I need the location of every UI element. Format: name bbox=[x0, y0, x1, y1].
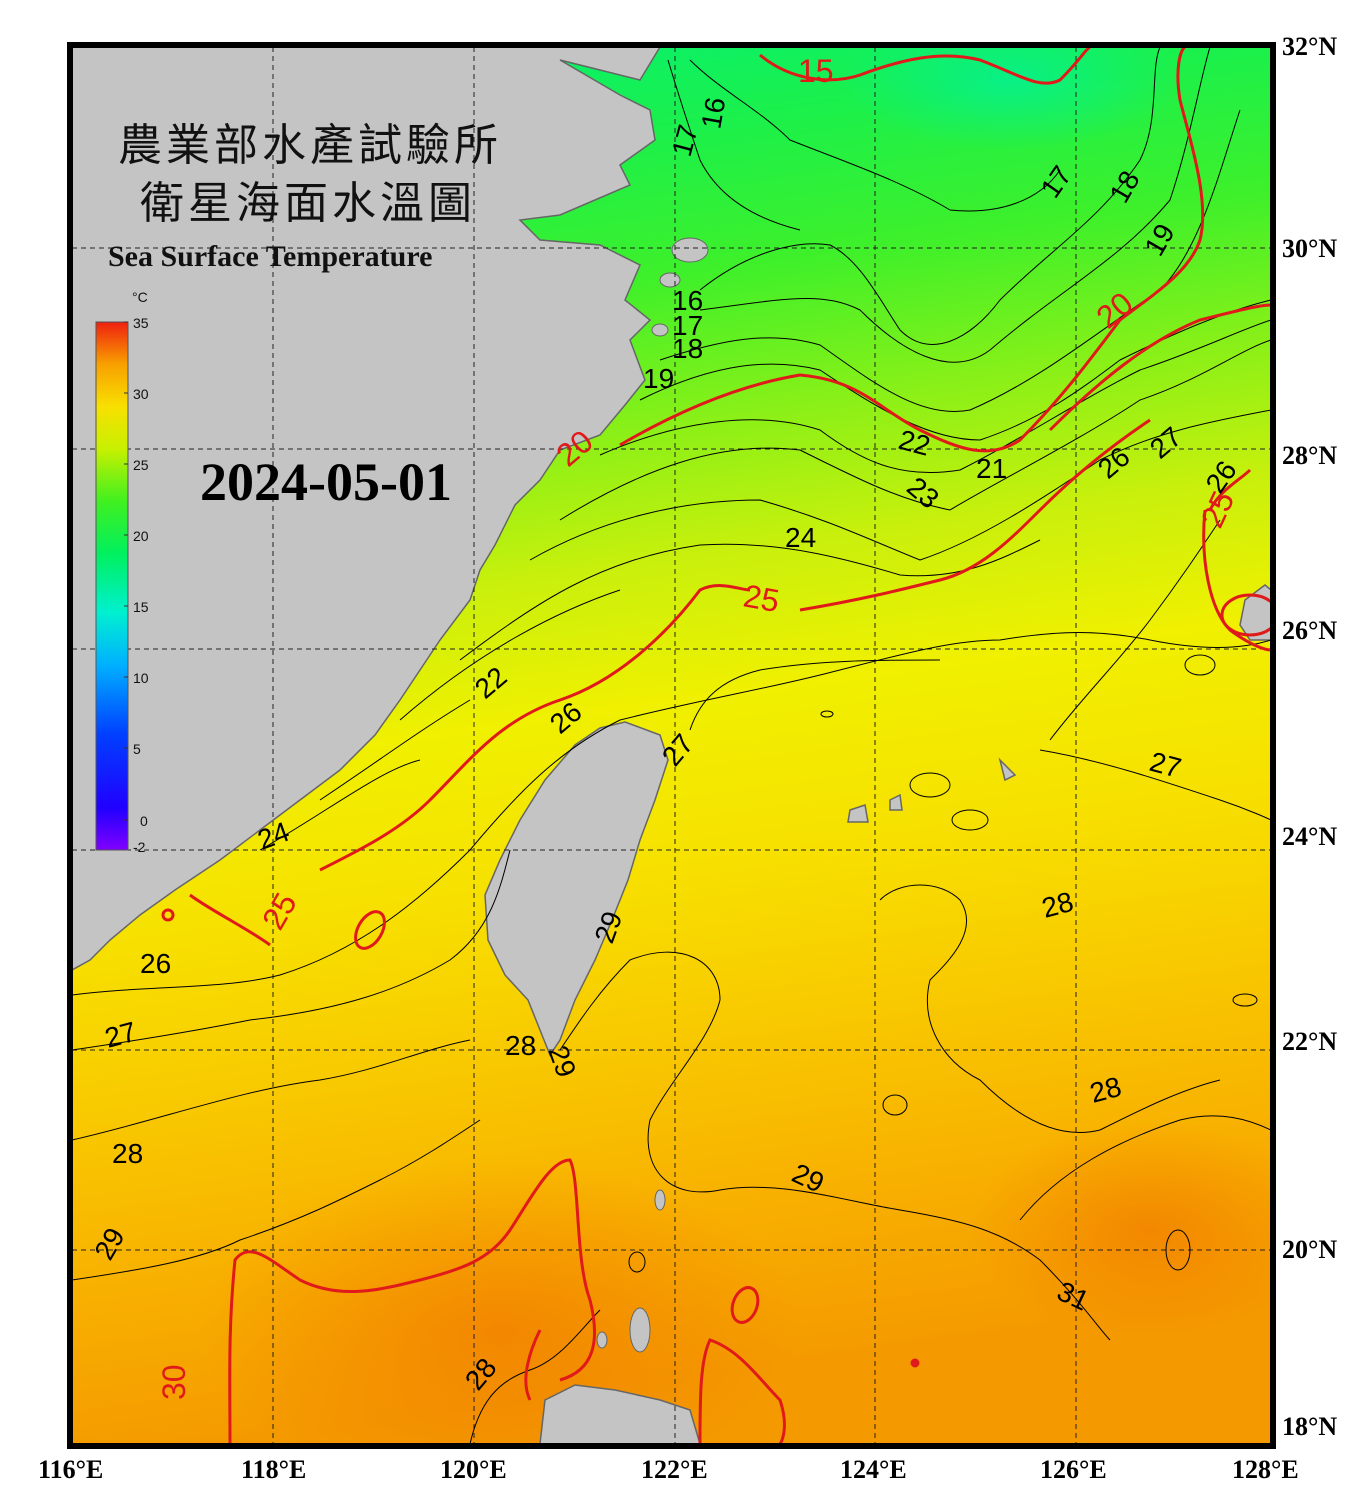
isotherm-label: 16 bbox=[695, 95, 731, 131]
longitude-labels: 116°E 118°E 120°E 122°E 124°E 126°E 128°… bbox=[38, 1455, 1299, 1484]
lat-label: 24°N bbox=[1282, 822, 1337, 851]
map-panel: 16 17 17 16 17 18 19 18 19 22 21 23 24 2… bbox=[72, 47, 1271, 1444]
colorbar-ramp bbox=[95, 321, 129, 851]
china-mainland bbox=[72, 47, 661, 971]
lat-label: 20°N bbox=[1282, 1235, 1337, 1264]
lat-label: 26°N bbox=[1282, 616, 1337, 645]
colorbar-tick: 30 bbox=[133, 386, 149, 402]
warm-water-patch bbox=[200, 1160, 800, 1444]
latitude-labels: 32°N 30°N 28°N 26°N 24°N 22°N 20°N 18°N bbox=[1282, 32, 1337, 1441]
lat-label: 30°N bbox=[1282, 234, 1337, 263]
isotherm-label: 21 bbox=[976, 453, 1007, 484]
lon-label: 116°E bbox=[38, 1455, 103, 1484]
isotherm-label-major: 15 bbox=[798, 53, 834, 89]
isotherm-label: 28 bbox=[505, 1030, 536, 1061]
lon-label: 120°E bbox=[440, 1455, 507, 1484]
colorbar-unit: °C bbox=[132, 289, 148, 305]
isotherm-label: 24 bbox=[785, 522, 816, 553]
date-label: 2024-05-01 bbox=[200, 452, 452, 512]
isotherm-label: 16 bbox=[672, 285, 703, 316]
map-frame bbox=[67, 42, 1276, 1449]
isotherm-label: 28 bbox=[112, 1138, 143, 1169]
isotherm-label: 19 bbox=[643, 363, 674, 394]
cold-water-patch bbox=[840, 47, 1180, 150]
luzon bbox=[539, 1384, 701, 1444]
title-chinese-line1: 農業部水產試驗所 bbox=[118, 120, 502, 171]
lat-label: 32°N bbox=[1282, 32, 1337, 61]
colorbar-tick: 15 bbox=[133, 599, 149, 615]
colorbar-tick: 10 bbox=[133, 670, 149, 686]
lon-label: 118°E bbox=[241, 1455, 306, 1484]
isotherm-label-major: 25 bbox=[741, 577, 782, 619]
taiwan bbox=[484, 721, 669, 1057]
ryukyu-islands bbox=[847, 584, 1271, 823]
colorbar-tick: 20 bbox=[133, 528, 149, 544]
isotherms-black bbox=[72, 47, 1271, 1444]
colorbar-tick: 35 bbox=[133, 315, 149, 331]
lon-label: 124°E bbox=[840, 1455, 907, 1484]
lat-label: 18°N bbox=[1282, 1412, 1337, 1441]
isotherm-label: 26 bbox=[140, 948, 171, 979]
lon-label: 126°E bbox=[1040, 1455, 1107, 1484]
lat-label: 22°N bbox=[1282, 1027, 1337, 1056]
colorbar-tick: 25 bbox=[133, 457, 149, 473]
title-english: Sea Surface Temperature bbox=[108, 240, 432, 273]
isotherm-label: 18 bbox=[672, 333, 703, 364]
isotherm-label-major: 30 bbox=[156, 1364, 192, 1400]
isotherms-red bbox=[161, 47, 1271, 1444]
lon-label: 122°E bbox=[641, 1455, 708, 1484]
warm-water-patch-east bbox=[970, 1120, 1271, 1340]
lon-label: 128°E bbox=[1232, 1455, 1299, 1484]
lat-label: 28°N bbox=[1282, 441, 1337, 470]
colorbar-tick: 0 bbox=[140, 813, 148, 829]
colorbar-tick: -2 bbox=[133, 839, 146, 855]
colorbar-tick: 5 bbox=[133, 741, 141, 757]
title-chinese-line2: 衛星海面水溫圖 bbox=[140, 178, 476, 229]
graticule bbox=[72, 47, 1271, 1444]
isotherm-label: 17 bbox=[672, 310, 703, 341]
colorbar: °C 35 30 25 20 15 10 5 0 -2 bbox=[95, 289, 149, 855]
